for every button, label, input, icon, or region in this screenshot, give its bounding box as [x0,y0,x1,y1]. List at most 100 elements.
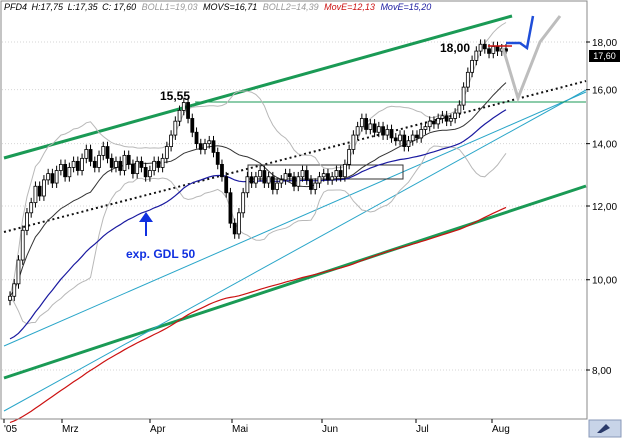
candle-body [75,160,80,171]
info-boll2: BOLL2=14,39 [263,2,319,12]
candle-body [372,123,377,133]
candle-body [419,129,424,139]
y-tick-label: 16,00 [592,86,617,97]
candle-body [326,173,330,181]
candle-body [20,229,25,261]
candle-body [304,170,309,181]
candle-body [427,120,432,128]
ema-50-line [9,109,507,340]
candle-body [58,163,63,171]
candle-body [389,129,394,139]
candle-body [156,160,161,168]
up-arrow-icon [139,212,153,236]
y-axis: 17,60 18,00 16,00 14,00 12,00 10,00 8,00 [586,38,620,377]
candle-body [249,176,254,184]
y-tick-label: 12,00 [592,202,617,213]
candle-body [258,170,263,178]
bollinger-lower [9,145,507,325]
y-tick-label: 18,00 [592,38,617,49]
y-tick-label: 10,00 [592,276,617,287]
candle-body [402,134,407,147]
candle-body [351,134,356,150]
candle-body [88,149,93,162]
trend-lines [3,14,587,412]
candle-body [457,104,462,114]
candle-body [42,179,46,197]
candle-body [262,170,267,184]
candle-body [406,140,411,147]
candle-body [313,182,318,190]
candle-body [232,222,237,235]
candle-body [321,173,326,178]
corner-icon[interactable] [588,419,622,438]
candle-body [224,176,229,194]
candle-body [245,176,250,194]
candle-body [338,170,343,178]
dotted-trend-line [3,80,587,233]
y-tick-label: 8,00 [592,366,612,377]
candle-body [487,48,491,54]
candle-body [126,154,131,165]
candle-body [131,163,135,175]
candle-body [491,46,496,54]
info-move1: MovE=12,13 [324,2,375,12]
candle-body [54,170,59,184]
candle-body [266,176,271,184]
candle-body [478,43,483,52]
candle-body [470,59,474,73]
projection-gray-path [501,15,562,103]
candle-body [194,131,199,145]
candle-body [432,120,436,125]
inner-support-line [3,91,587,347]
x-month-label: Jun [322,424,338,435]
candle-body [270,176,275,190]
candle-body [164,146,169,159]
candle-body [347,149,352,165]
info-header: PFD4 H:17,75 L:17,35 C: 17,60 BOLL1=19,0… [4,2,431,12]
candle-body [16,259,21,285]
candle-body [181,102,186,111]
info-low: L:17,35 [68,2,99,12]
candle-body [8,295,12,301]
candle-body [495,46,500,52]
info-move2: MovE=15,20 [380,2,431,12]
last-price-tag [589,50,620,62]
candle-body [169,134,173,147]
candle-body [355,126,360,136]
lower-channel-line [3,184,587,380]
candle-body [343,163,347,178]
candle-body [37,185,42,197]
candle-body [453,112,458,119]
candle-body [334,170,339,178]
candle-body [359,118,364,128]
projection-overlay [488,15,562,103]
x-month-label: Jul [416,424,429,435]
candle-body [46,173,51,181]
candle-body [440,115,445,119]
candle-body [393,137,398,142]
candle-body [63,163,68,178]
upper-channel-line [3,14,513,160]
candle-body [482,43,487,50]
candle-body [444,115,449,122]
candle-body [292,176,296,187]
candle-body [92,160,97,168]
candle-body [173,120,178,136]
candle-body [139,160,144,168]
bollinger-upper [9,22,507,297]
candle-body [300,170,305,178]
candle-body [436,118,441,125]
candle-body [317,176,322,184]
candle-body [25,212,29,231]
annotation-group: 15,55 18,00 exp. GDL 50 [126,41,470,261]
projection-up-path [506,15,535,51]
candle-body [84,149,89,159]
x-month-label: Aug [492,424,510,435]
candle-body [80,157,84,171]
x-month-label: Mai [232,424,248,435]
info-symbol: PFD4 [4,2,27,12]
candle-body [198,143,203,150]
candle-body [279,179,284,184]
